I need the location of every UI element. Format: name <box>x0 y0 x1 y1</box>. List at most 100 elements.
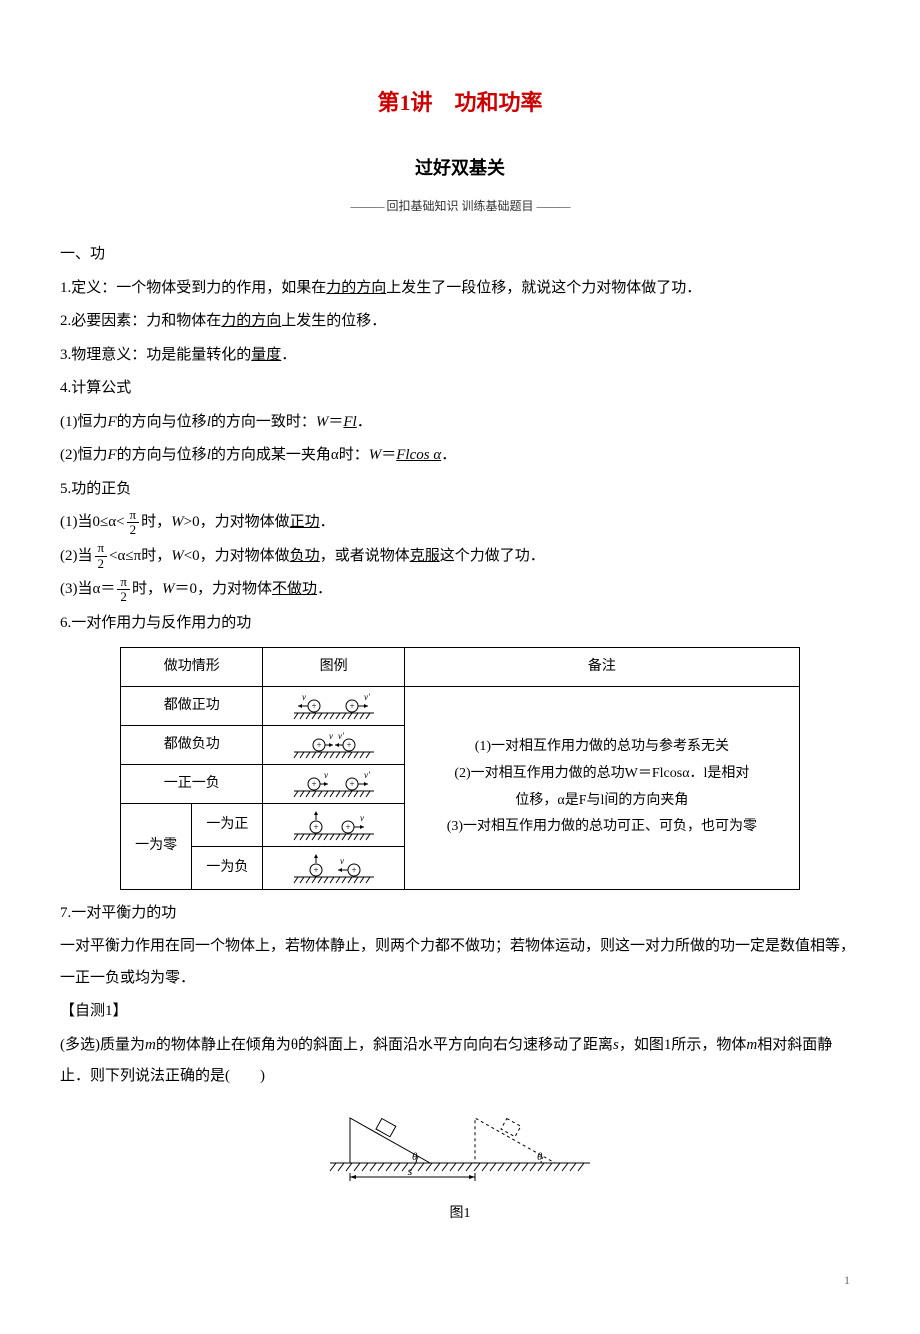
table-header-row: 做功情形 图例 备注 <box>121 648 800 686</box>
t: 时，W＝0，力对物体 <box>132 581 272 597</box>
t: (1)恒力F的方向与位移l的方向一致时：W＝ <box>60 414 343 430</box>
note-cell: (1)一对相互作用力做的总功与参考系无关 (2)一对相互作用力做的总功W＝Flc… <box>404 686 799 889</box>
page-number: 1 <box>60 1268 860 1293</box>
cell-r1: 都做正功 <box>121 686 263 725</box>
lesson-title: 第1讲 功和功率 <box>60 80 860 126</box>
t: (1)当0≤α< <box>60 514 125 530</box>
u: 量度 <box>251 347 281 363</box>
diagram-pos-neg-icon: + v + v' <box>284 769 384 799</box>
t: 时，W>0，力对物体做 <box>141 514 289 530</box>
svg-text:+: + <box>311 779 316 789</box>
diagram-r1: + v + v' <box>263 686 404 725</box>
item-1-7-body: 一对平衡力作用在同一个物体上，若物体静止，则两个力都不做功；若物体运动，则这一对… <box>60 931 860 994</box>
fraction: π2 <box>127 508 140 538</box>
t: 3.物理意义：功是能量转化的 <box>60 347 251 363</box>
item-1-1: 1.定义：一个物体受到力的作用，如果在力的方向上发生了一段位移，就说这个力对物体… <box>60 273 860 305</box>
note-l1: (1)一对相互作用力做的总功与参考系无关 <box>413 734 791 761</box>
t: ． <box>320 514 335 530</box>
svg-text:v: v <box>360 813 364 823</box>
svg-text:v': v' <box>364 770 371 780</box>
item-1-5-3: (3)当α＝π2时，W＝0，力对物体不做功． <box>60 574 860 606</box>
svg-text:v: v <box>329 731 333 741</box>
t: ． <box>441 447 456 463</box>
svg-text:v': v' <box>364 692 371 702</box>
t: (2)恒力F的方向与位移l的方向成某一夹角α时：W＝ <box>60 447 396 463</box>
svg-text:v: v <box>340 856 344 866</box>
u: Flcos α <box>396 447 441 463</box>
svg-text:+: + <box>311 701 316 711</box>
t: (2)当 <box>60 548 93 564</box>
t: 这个力做了功． <box>440 548 545 564</box>
cell-r2: 都做负功 <box>121 725 263 764</box>
item-1-5: 5.功的正负 <box>60 474 860 506</box>
item-1-3: 3.物理意义：功是能量转化的量度． <box>60 340 860 372</box>
incline-diagram-icon: θ θ s <box>320 1103 600 1183</box>
fraction: π2 <box>117 575 130 605</box>
svg-text:+: + <box>316 740 321 750</box>
u: 力的方向 <box>221 313 281 329</box>
t: (多选)质量为 <box>60 1037 145 1053</box>
svg-text:θ: θ <box>412 1151 418 1163</box>
t: 2.必要因素：力和物体在 <box>60 313 221 329</box>
diagram-r4c: + + v <box>263 846 404 889</box>
svg-text:+: + <box>349 779 354 789</box>
t: m <box>145 1037 156 1053</box>
t: 1.定义：一个物体受到力的作用，如果在 <box>60 280 326 296</box>
svg-text:θ: θ <box>537 1151 543 1163</box>
diagram-both-positive-icon: + v + v' <box>284 691 384 721</box>
cell-r4c: 一为负 <box>192 846 263 889</box>
subline-text: 回扣基础知识 训练基础题目 <box>386 199 533 213</box>
t: 上发生了一段位移，就说这个力对物体做了功． <box>386 280 701 296</box>
t: ，或者说物体 <box>320 548 410 564</box>
t: ． <box>357 414 372 430</box>
svg-text:v': v' <box>338 731 345 741</box>
u: 克服 <box>410 548 440 564</box>
t: <α≤π时，W<0，力对物体做 <box>109 548 290 564</box>
t: ． <box>281 347 296 363</box>
self-test-heading: 【自测1】 <box>60 996 860 1028</box>
t: 的物体静止在倾角为θ的斜面上，斜面沿水平方向向右匀速移动了距离s，如图1所示，物… <box>60 1037 832 1085</box>
u: 正功 <box>290 514 320 530</box>
note-l2b: 位移，α是F与l间的方向夹角 <box>413 788 791 815</box>
diagram-r3: + v + v' <box>263 764 404 803</box>
figure-1: θ θ s <box>60 1103 860 1196</box>
item-1-4-1: (1)恒力F的方向与位移l的方向一致时：W＝Fl． <box>60 407 860 439</box>
svg-text:s: s <box>408 1164 413 1178</box>
svg-text:+: + <box>345 822 350 832</box>
subline: ——— 回扣基础知识 训练基础题目 ——— <box>60 194 860 219</box>
diagram-both-negative-icon: + v + v' <box>284 730 384 760</box>
section1-heading: 一、功 <box>60 239 860 271</box>
item-1-2: 2.必要因素：力和物体在力的方向上发生的位移． <box>60 306 860 338</box>
item-1-4: 4.计算公式 <box>60 373 860 405</box>
figure-1-caption: 图1 <box>60 1199 860 1228</box>
diagram-r2: + v + v' <box>263 725 404 764</box>
item-1-6: 6.一对作用力与反作用力的功 <box>60 608 860 640</box>
cell-r3: 一正一负 <box>121 764 263 803</box>
svg-text:+: + <box>346 740 351 750</box>
item-1-7: 7.一对平衡力的功 <box>60 898 860 930</box>
th-note: 备注 <box>404 648 799 686</box>
item-1-5-2: (2)当π2<α≤π时，W<0，力对物体做负功，或者说物体克服这个力做了功． <box>60 541 860 573</box>
subtitle: 过好双基关 <box>415 158 505 178</box>
svg-text:+: + <box>313 822 318 832</box>
note-l3: (3)一对相互作用力做的总功可正、可负，也可为零 <box>413 814 791 841</box>
svg-text:v: v <box>302 692 306 702</box>
t: ． <box>317 581 332 597</box>
diagram-zero-neg-icon: + + v <box>284 851 384 885</box>
table-row: 都做正功 + v + v' (1)一对相互作用力做的总功与参考系无关 (2)一对… <box>121 686 800 725</box>
svg-text:+: + <box>313 865 318 875</box>
u: 不做功 <box>272 581 317 597</box>
note-l2: (2)一对相互作用力做的总功W＝Flcosα．l是相对 <box>413 761 791 788</box>
svg-text:+: + <box>349 701 354 711</box>
th-diagram: 图例 <box>263 648 404 686</box>
dash-right: ——— <box>537 199 570 213</box>
diagram-zero-pos-icon: + + v <box>284 808 384 842</box>
self-test-body: (多选)质量为m的物体静止在倾角为θ的斜面上，斜面沿水平方向向右匀速移动了距离s… <box>60 1030 860 1093</box>
u: 力的方向 <box>326 280 386 296</box>
cell-r4a: 一为零 <box>121 803 192 889</box>
cell-r4b: 一为正 <box>192 803 263 846</box>
dash-left: ——— <box>350 199 383 213</box>
subtitle-wrap: 过好双基关 <box>60 150 860 188</box>
item-1-4-2: (2)恒力F的方向与位移l的方向成某一夹角α时：W＝Flcos α． <box>60 440 860 472</box>
svg-text:+: + <box>351 865 356 875</box>
